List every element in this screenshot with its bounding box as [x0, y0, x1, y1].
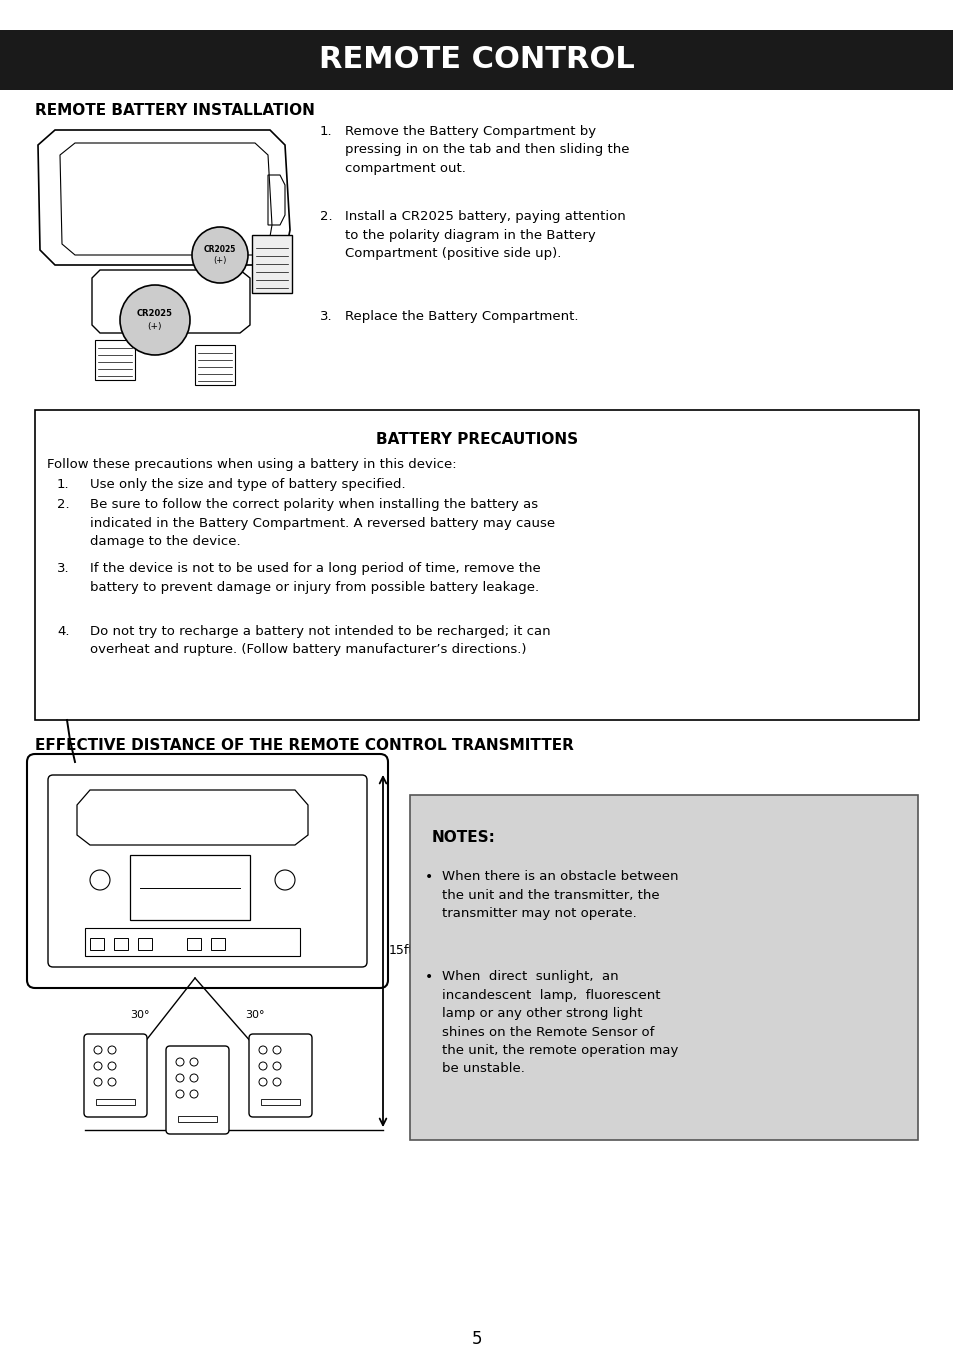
Bar — [96, 1099, 135, 1105]
Text: Replace the Battery Compartment.: Replace the Battery Compartment. — [345, 309, 578, 323]
Bar — [85, 928, 299, 955]
Circle shape — [192, 228, 248, 284]
Text: Do not try to recharge a battery not intended to be recharged; it can
overheat a: Do not try to recharge a battery not int… — [90, 626, 550, 657]
Bar — [187, 938, 201, 950]
Text: REMOTE CONTROL: REMOTE CONTROL — [319, 45, 634, 75]
Bar — [138, 938, 152, 950]
Bar — [35, 410, 918, 720]
FancyBboxPatch shape — [84, 1035, 147, 1118]
Text: •: • — [424, 870, 433, 885]
Text: 2.: 2. — [57, 497, 70, 511]
Text: •: • — [424, 970, 433, 984]
Text: 4.: 4. — [57, 626, 70, 638]
Text: REMOTE BATTERY INSTALLATION: REMOTE BATTERY INSTALLATION — [35, 104, 314, 119]
Bar — [261, 1099, 299, 1105]
FancyBboxPatch shape — [166, 1045, 229, 1134]
Bar — [410, 795, 917, 1139]
Bar — [130, 855, 250, 920]
Text: 2.: 2. — [319, 210, 333, 224]
Text: 30°: 30° — [131, 1010, 150, 1020]
Bar — [95, 339, 135, 380]
Bar — [113, 938, 128, 950]
Text: EFFECTIVE DISTANCE OF THE REMOTE CONTROL TRANSMITTER: EFFECTIVE DISTANCE OF THE REMOTE CONTROL… — [35, 737, 574, 752]
Bar — [178, 1116, 216, 1122]
Text: 5: 5 — [471, 1330, 482, 1348]
Text: 15ft: 15ft — [389, 945, 414, 957]
Bar — [252, 234, 292, 293]
FancyBboxPatch shape — [27, 754, 388, 988]
Text: When there is an obstacle between
the unit and the transmitter, the
transmitter : When there is an obstacle between the un… — [441, 870, 678, 920]
Text: NOTES:: NOTES: — [432, 830, 496, 845]
Text: (+): (+) — [213, 256, 227, 266]
Text: Remove the Battery Compartment by
pressing in on the tab and then sliding the
co: Remove the Battery Compartment by pressi… — [345, 125, 629, 174]
Text: Follow these precautions when using a battery in this device:: Follow these precautions when using a ba… — [47, 458, 456, 472]
FancyBboxPatch shape — [249, 1035, 312, 1118]
Text: 30°: 30° — [245, 1010, 264, 1020]
Text: BATTERY PRECAUTIONS: BATTERY PRECAUTIONS — [375, 432, 578, 447]
Circle shape — [120, 285, 190, 354]
Bar — [0, 30, 953, 90]
Text: CR2025: CR2025 — [137, 308, 172, 318]
Text: If the device is not to be used for a long period of time, remove the
battery to: If the device is not to be used for a lo… — [90, 562, 540, 593]
Text: Install a CR2025 battery, paying attention
to the polarity diagram in the Batter: Install a CR2025 battery, paying attenti… — [345, 210, 625, 260]
Bar — [194, 345, 234, 384]
Text: 3.: 3. — [57, 562, 70, 575]
Text: When  direct  sunlight,  an
incandescent  lamp,  fluorescent
lamp or any other s: When direct sunlight, an incandescent la… — [441, 970, 678, 1075]
Text: 1.: 1. — [57, 478, 70, 491]
Text: Use only the size and type of battery specified.: Use only the size and type of battery sp… — [90, 478, 405, 491]
Text: Be sure to follow the correct polarity when installing the battery as
indicated : Be sure to follow the correct polarity w… — [90, 497, 555, 548]
Text: 1.: 1. — [319, 125, 333, 138]
Bar — [211, 938, 225, 950]
Text: CR2025: CR2025 — [204, 244, 236, 254]
Text: (+): (+) — [148, 323, 162, 331]
Bar — [90, 938, 104, 950]
Text: 3.: 3. — [319, 309, 333, 323]
